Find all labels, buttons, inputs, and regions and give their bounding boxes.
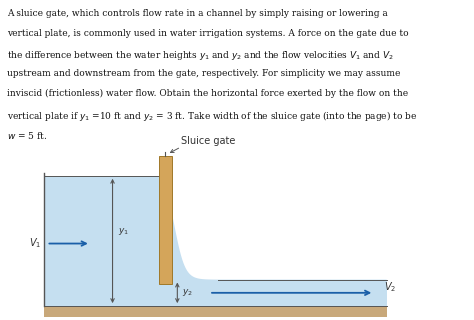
Text: inviscid (frictionless) water flow. Obtain the horizontal force exerted by the f: inviscid (frictionless) water flow. Obta… [7, 89, 408, 99]
Bar [44, 306, 387, 317]
Text: A sluice gate, which controls flow rate in a channel by simply raising or loweri: A sluice gate, which controls flow rate … [7, 9, 388, 18]
Text: $y_1$: $y_1$ [118, 226, 129, 237]
Bar [159, 156, 172, 284]
Text: the difference between the water heights $y_1$ and $y_2$ and the flow velocities: the difference between the water heights… [7, 49, 394, 62]
Text: $V_1$: $V_1$ [28, 237, 41, 251]
Text: vertical plate, is commonly used in water irrigation systems. A force on the gat: vertical plate, is commonly used in wate… [7, 29, 409, 38]
Bar [44, 176, 159, 306]
Text: $w$ = 5 ft.: $w$ = 5 ft. [7, 130, 47, 140]
Bar [172, 280, 387, 306]
Text: $y_2$: $y_2$ [182, 287, 193, 298]
Text: vertical plate if $y_1$ =10 ft and $y_2$ = 3 ft. Take width of the sluice gate (: vertical plate if $y_1$ =10 ft and $y_2$… [7, 109, 418, 124]
Polygon shape [44, 176, 387, 306]
Text: $V_2$: $V_2$ [383, 280, 396, 294]
Text: Sluice gate: Sluice gate [181, 135, 236, 146]
Text: upstream and downstream from the gate, respectively. For simplicity we may assum: upstream and downstream from the gate, r… [7, 69, 401, 78]
